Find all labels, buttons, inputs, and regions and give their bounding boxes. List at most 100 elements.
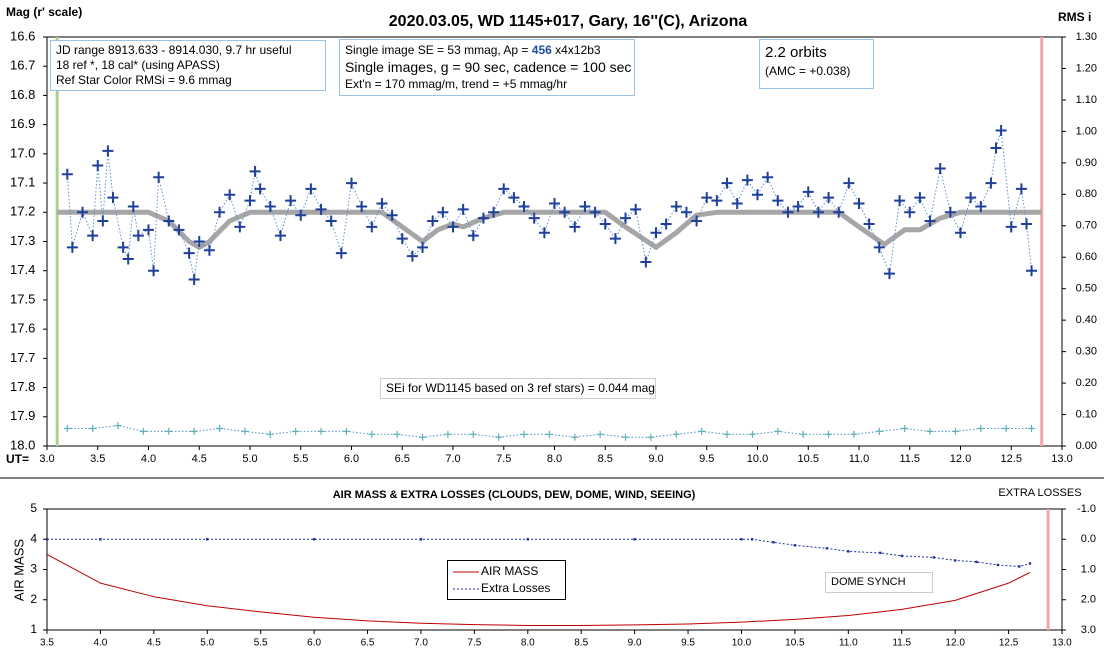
y-tick-label: 17.8 — [10, 379, 35, 394]
point — [630, 203, 642, 215]
point — [203, 244, 215, 256]
x-tick-label: 12.0 — [945, 638, 965, 649]
x-tick-label: 6.0 — [307, 638, 321, 649]
point — [863, 218, 875, 230]
y-tick-label: 2 — [30, 592, 37, 606]
point — [545, 430, 553, 438]
y2-tick-label: 0.20 — [1076, 377, 1097, 389]
y2-tick-label: 0.90 — [1076, 157, 1097, 169]
point — [879, 551, 882, 555]
point — [63, 424, 71, 432]
y-tick-label: 16.8 — [10, 87, 35, 102]
point — [995, 124, 1007, 136]
point — [188, 273, 200, 285]
y-tick-label: 17.3 — [10, 233, 35, 248]
point — [1028, 424, 1036, 432]
point — [393, 430, 401, 438]
point — [975, 560, 978, 564]
point — [114, 422, 122, 430]
point — [366, 221, 378, 233]
point — [396, 233, 408, 245]
point — [650, 227, 662, 239]
point — [932, 556, 935, 559]
point — [772, 195, 784, 207]
x-tick-label: 4.5 — [192, 453, 207, 465]
y-tick-label: 17.5 — [10, 291, 35, 306]
legend-swatch — [453, 571, 479, 573]
legend-swatch — [453, 588, 479, 590]
point — [752, 189, 763, 201]
point — [850, 430, 858, 438]
point — [975, 200, 987, 212]
info-line: (AMC = +0.038) — [765, 64, 851, 78]
point — [825, 547, 829, 550]
info-line: Single images, g = 90 sec, cadence = 100… — [345, 59, 632, 75]
point — [312, 538, 316, 541]
x-tick-label: 12.0 — [950, 453, 971, 465]
y2-tick-label: 1.00 — [1076, 125, 1097, 137]
info-text: 456 — [531, 43, 552, 57]
point — [833, 206, 845, 218]
point — [97, 215, 109, 227]
y-tick-label: 17.9 — [10, 408, 35, 423]
x-tick-label: 7.5 — [496, 453, 511, 465]
point — [701, 192, 713, 204]
point — [825, 430, 833, 438]
y-tick-label: 18.0 — [10, 437, 35, 452]
point — [711, 195, 723, 207]
x-tick-label: 11.5 — [899, 453, 920, 465]
point — [579, 200, 591, 212]
point — [900, 554, 903, 558]
point — [1002, 424, 1010, 432]
point — [951, 427, 959, 435]
series-line — [57, 209, 1042, 250]
point — [894, 195, 906, 207]
point — [647, 433, 655, 441]
point — [691, 215, 703, 227]
y2-tick-label: 0.50 — [1076, 283, 1097, 295]
point — [660, 218, 672, 230]
point — [802, 186, 814, 198]
point — [346, 177, 357, 189]
x-tick-label: 10.5 — [798, 453, 819, 465]
info-text: Single image SE = 53 mmag, Ap = — [345, 43, 529, 57]
point — [386, 209, 398, 221]
y2-tick-label: 3.0 — [1081, 624, 1096, 636]
y2-tick-label: 0.00 — [1076, 440, 1097, 452]
point — [853, 198, 865, 210]
point — [92, 160, 104, 172]
point — [495, 433, 503, 441]
point — [748, 430, 756, 438]
x-tick-label: 12.5 — [1001, 453, 1022, 465]
legend-label: AIR MASS — [481, 564, 539, 578]
point — [914, 192, 926, 204]
point — [1026, 265, 1038, 277]
point — [847, 550, 850, 553]
x-tick-label: 6.0 — [344, 453, 359, 465]
point — [953, 559, 957, 562]
y-tick-label: 1 — [30, 622, 37, 636]
point — [508, 192, 520, 204]
x-tick-label: 10.0 — [732, 638, 752, 649]
point — [1005, 221, 1017, 233]
point — [599, 218, 611, 230]
point — [102, 145, 114, 157]
point — [977, 424, 985, 432]
point — [750, 538, 754, 541]
point — [148, 265, 160, 277]
point — [143, 224, 154, 236]
y2-tick-label: 0.10 — [1076, 408, 1097, 420]
x-axis-label: UT= — [6, 452, 29, 466]
y2-axis-label: EXTRA LOSSES — [998, 487, 1081, 499]
point — [774, 427, 782, 435]
point — [153, 171, 165, 183]
point — [325, 215, 337, 227]
point — [782, 206, 794, 218]
point — [1015, 183, 1027, 195]
info-box: Single image SE = 53 mmag, Ap = 456 x4x1… — [339, 39, 635, 96]
point — [741, 174, 753, 186]
y-tick-label: 17.4 — [10, 262, 35, 277]
info-line: Ext'n = 170 mmag/m, trend = +5 mmag/hr — [345, 77, 568, 91]
y2-tick-label: 0.80 — [1076, 188, 1097, 200]
